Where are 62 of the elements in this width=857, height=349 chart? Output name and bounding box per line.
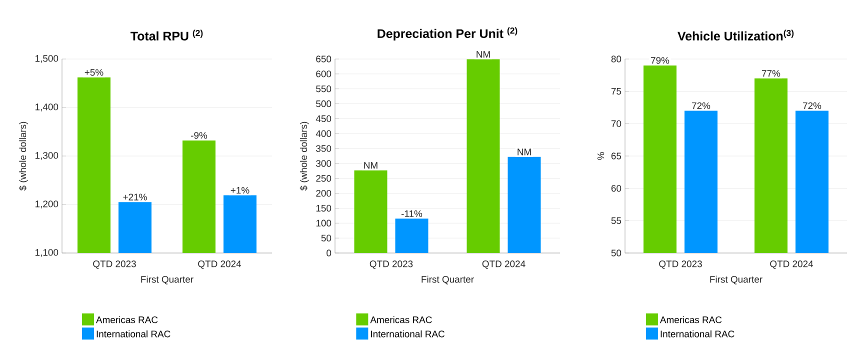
annotation: NM [364, 162, 378, 169]
y-tick-label: 50 [611, 250, 622, 256]
y-tick-label: 450 [316, 115, 332, 122]
legend-label: International RAC [371, 330, 445, 338]
data-label: 72% [803, 102, 822, 110]
bar [466, 59, 500, 253]
legend-label: Americas RAC [660, 316, 722, 324]
annotation: +21% [123, 194, 147, 200]
y-tick-label: 55 [611, 217, 622, 224]
annotation: +5% [84, 69, 104, 76]
data-label: 79% [651, 57, 670, 64]
y-tick-label: 80 [611, 56, 622, 62]
annotation: +1% [230, 186, 250, 194]
y-tick-label: 65 [611, 152, 622, 160]
x-tick-label: QTD 2024 [770, 260, 814, 269]
y-tick-label: 1,200 [36, 200, 58, 208]
chart-title: Total RPU $^{(2)}$ [130, 30, 203, 41]
y-tick-label: 500 [316, 100, 332, 108]
y-tick-label: 600 [316, 70, 332, 78]
annotation: -11% [401, 210, 422, 217]
y-tick-label: 1,100 [36, 249, 58, 257]
y-axis-title: $ (whole dollars) [18, 122, 28, 191]
x-tick-label: QTD 2023 [659, 260, 702, 269]
y-tick-label: 50 [321, 234, 332, 242]
y-tick-label: 550 [316, 85, 332, 92]
x-tick-label: QTD 2024 [198, 260, 242, 269]
y-tick-label: 1,400 [36, 104, 58, 112]
legend-label: International RAC [660, 330, 734, 338]
data-label: 72% [692, 102, 710, 110]
legend-label: Americas RAC [370, 316, 432, 324]
y-tick-label: 0 [326, 250, 332, 256]
y-tick-label: 60 [611, 184, 622, 192]
annotation: NM [518, 148, 531, 156]
y-tick-label: 200 [316, 190, 332, 197]
chart-title: Depreciation Per Unit $^{(2)}$ [378, 27, 518, 40]
data-label: 77% [762, 70, 780, 77]
x-tick-label: QTD 2023 [93, 260, 136, 269]
y-tick-label: 1,500 [36, 55, 58, 63]
y-axis-title: $ (whole dollars) [300, 122, 309, 191]
y-axis-title: % [598, 152, 604, 160]
x-axis-title: First Quarter [710, 276, 762, 284]
annotation: NM [476, 51, 490, 58]
chart-title: Vehicle Utilization$^{(3)}$ [678, 30, 794, 41]
annotation: -9% [191, 132, 208, 139]
legend-label: Americas RAC [96, 316, 158, 324]
x-axis-title: First Quarter [141, 276, 194, 284]
bar [395, 218, 428, 253]
y-tick-label: 400 [316, 130, 332, 137]
y-tick-label: 650 [316, 56, 332, 62]
y-tick-label: 70 [611, 120, 622, 128]
bar [354, 170, 388, 253]
legend-label: International RAC [96, 330, 170, 338]
y-tick-label: 250 [316, 175, 332, 182]
x-axis-title: First Quarter [422, 276, 474, 284]
y-tick-label: 75 [611, 88, 622, 95]
y-tick-label: 300 [316, 160, 332, 167]
y-tick-label: 150 [316, 204, 332, 212]
y-tick-label: 350 [316, 145, 332, 152]
x-tick-label: QTD 2024 [482, 260, 526, 269]
x-tick-label: QTD 2023 [370, 260, 413, 269]
y-tick-label: 1,300 [36, 152, 58, 160]
y-tick-label: 100 [316, 220, 332, 227]
